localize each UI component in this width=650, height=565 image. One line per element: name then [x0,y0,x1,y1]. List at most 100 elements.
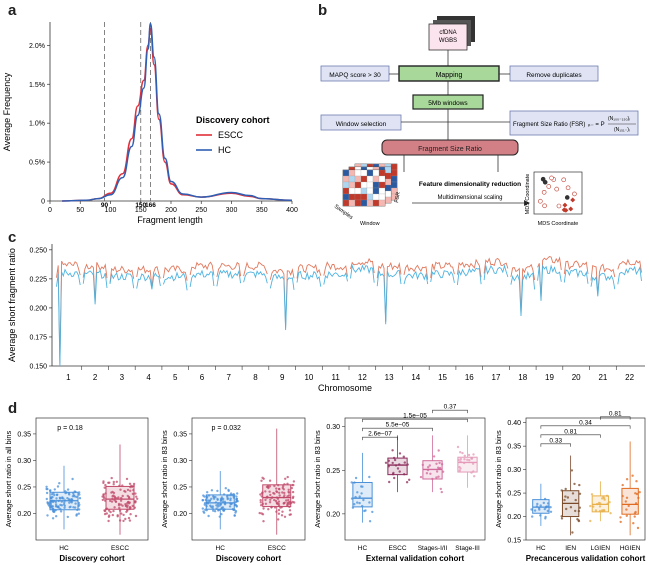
panel-d-point [589,519,592,523]
panel-d-point [205,505,208,508]
window-axis-label: Window [360,221,380,227]
panel-d-point [459,451,462,454]
panel-d-point [134,514,138,518]
panel-d-point [265,496,268,499]
panel-d-point [78,497,82,500]
panel-d-point [440,463,444,466]
panel-d-point [126,502,129,505]
panel-d-point [109,499,112,503]
panel-d-point [217,508,221,512]
panel-d-point [205,509,208,512]
mds-point [562,202,568,208]
panel-d-chart-2: 0.20 0.25 0.30 0.35 Average short ratio in 8… [160,417,306,563]
panel-d-point [132,488,135,492]
panel-a-xtick: 0 [48,207,52,214]
panel-d-point [279,506,282,509]
fsr-formula-box [509,110,639,136]
panel-c-series-segment [269,273,295,331]
mds-point [540,176,546,182]
panel-d-point [66,488,70,491]
panel-c-series-segment [243,261,268,277]
fsr-axis-label: FSR [394,191,402,203]
dedup-label: Remove duplicates [526,72,582,79]
panel-d-point [406,463,409,466]
panel-d-point [387,465,390,468]
panel-d-point [259,501,262,504]
panel-d-point [124,504,128,507]
panel-c-xtick: 3 [120,373,125,382]
panel-d-point [353,503,356,506]
panel-d-group-label: HC [216,545,226,552]
panel-d-bracket [432,409,468,414]
panel-d-point [77,512,81,515]
panel-c-series-segment [350,264,375,283]
panel-d-point [125,510,128,514]
panel-c-series-segment [189,261,215,276]
panel-c-series-segment [243,270,268,284]
fsr-matrix-cell [354,193,362,201]
panel-d-point [53,493,56,497]
panel-d-point [112,509,115,513]
panel-a-chart: 0 0.5% 1.0% 1.5% 2.0% 0 50 100 150 200 250 300 350 4… [2,22,298,225]
panel-d-point [226,497,229,501]
panel-c-xtick: 10 [304,373,313,382]
panel-d-point [536,502,539,506]
panel-d-point [533,509,537,512]
panel-d-chart-4: 0.15 0.20 0.25 0.30 0.35 0.40 Average short ra… [494,410,646,563]
panel-d-point [637,496,640,500]
panel-d-chart-1: 0.20 0.25 0.30 0.35 Average short ratio in a… [4,417,149,563]
panel-c-xtick: 2 [93,373,98,382]
panel-d-ytick: 0.40 [507,420,521,427]
panel-c-ytick: 0.150 [29,364,47,371]
panel-d-point [594,509,598,512]
panel-d-point [577,519,581,523]
panel-d-point [634,502,638,505]
panel-a-ytick: 1.0% [29,121,45,128]
panel-a-xlabel: Fragment length [137,215,203,225]
panel-d-point [403,473,406,476]
fsr-matrix-cell [372,169,380,177]
mds-point [538,198,543,204]
panel-d-point [264,498,267,502]
panel-d-point [281,491,284,494]
mds-point [564,195,570,200]
panel-d-point [278,494,281,497]
panel-d-point [107,509,111,512]
panel-d-point [46,514,49,517]
panel-d-point [633,512,637,515]
panel-c-xtick: 4 [146,373,151,382]
panel-d-point [292,480,296,483]
panel-d-point [109,510,112,514]
panel-d-point [66,497,69,500]
panel-d-point [427,466,430,469]
panel-d-point [229,497,232,500]
panel-d-point [392,471,395,475]
fsr-matrix-cell [372,187,380,195]
panel-d-point [560,489,563,492]
panel-d-point [467,453,471,457]
panel-d-point [293,501,296,504]
panel-a-vline-label: 150 [135,202,146,209]
panel-d-point [105,512,109,515]
panel-d-point [285,499,288,502]
panel-d-point [121,484,124,487]
panel-d-point [113,506,116,509]
panel-d-group-label: ESCC [111,545,129,552]
panel-d-point [542,501,545,505]
fsr-matrix-cell [384,196,392,204]
panel-d-point [45,497,48,501]
panel-d-point [222,493,226,496]
panel-d-point [50,505,53,508]
mapping-box [398,65,500,82]
panel-d-point [104,499,107,502]
panel-d-point [601,509,604,512]
panel-d-point [234,510,238,513]
panel-d-ylabel: Average short ratio in 83 bins [313,430,322,528]
panel-d-point [65,491,68,494]
panel-d-point [46,501,49,504]
panel-d-point [589,504,592,508]
panel-d-point [291,496,295,500]
panel-d-point [59,507,62,511]
